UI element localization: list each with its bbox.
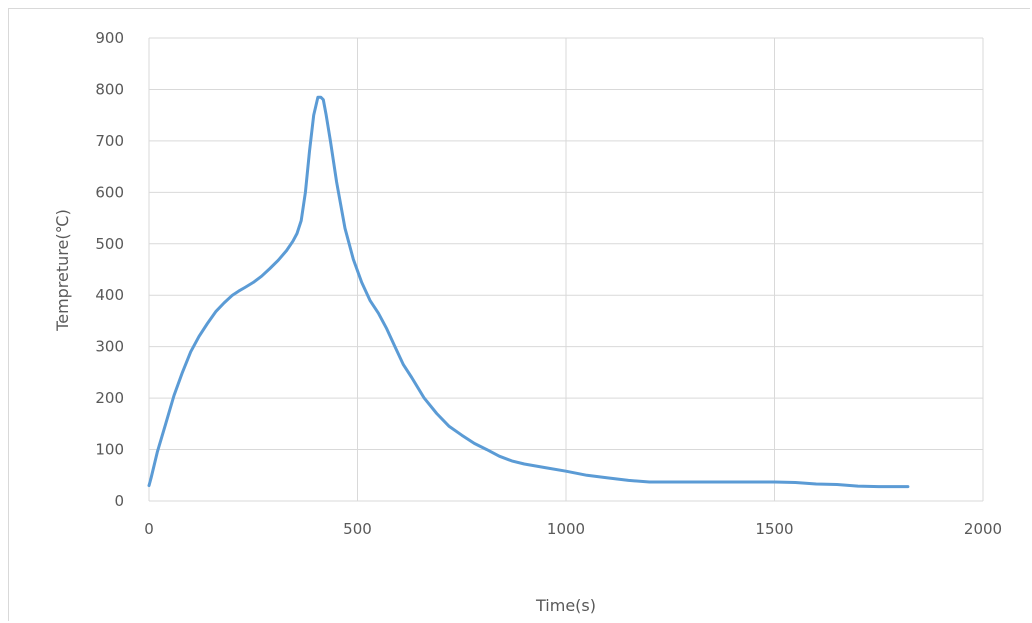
x-tick-label: 1000 [547,520,585,538]
y-tick-label: 400 [95,286,124,304]
y-axis-tick-labels: 0 100 200 300 400 500 600 700 800 900 [95,29,124,510]
x-tick-label: 2000 [964,520,1002,538]
y-tick-label: 300 [95,338,124,356]
x-axis-title: Time(s) [535,596,596,615]
chart-frame [8,8,1030,621]
gridlines [148,37,984,502]
y-tick-label: 200 [95,389,124,407]
y-tick-label: 0 [114,492,124,510]
x-tick-label: 1500 [755,520,793,538]
x-tick-label: 0 [144,520,154,538]
y-tick-label: 100 [95,441,124,459]
x-tick-label: 500 [343,520,372,538]
x-axis-tick-labels: 0 500 1000 1500 2000 [144,520,1002,538]
y-tick-label: 500 [95,235,124,253]
y-tick-label: 600 [95,183,124,201]
series-line [147,95,910,489]
y-tick-label: 900 [95,29,124,47]
y-tick-label: 700 [95,132,124,150]
y-axis-title: Tempreture(℃) [53,209,72,332]
y-tick-label: 800 [95,80,124,98]
